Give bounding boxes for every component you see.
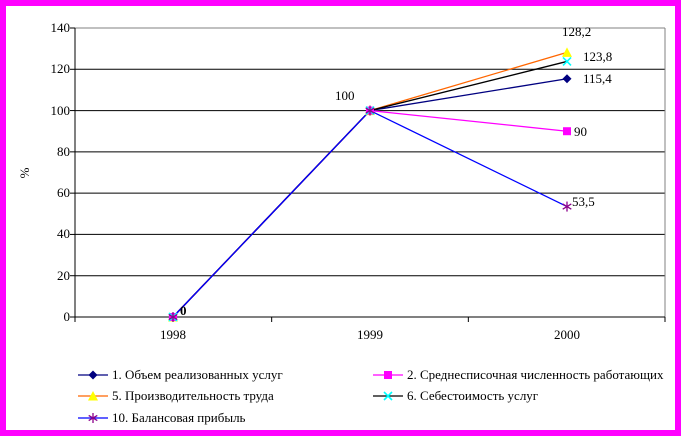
- data-label-2000-90: 90: [574, 124, 587, 139]
- x-tick-label-1999: 1999: [357, 327, 383, 342]
- legend-item-label: 6. Себестоимость услуг: [407, 388, 539, 403]
- y-tick-label-80: 80: [57, 144, 70, 159]
- legend-item-label: 10. Балансовая прибыль: [112, 410, 246, 425]
- data-label-1998-zero: 0: [180, 303, 187, 318]
- y-tick-label-0: 0: [63, 309, 71, 324]
- legend-item-1[interactable]: 1. Объем реализованных услуг: [78, 367, 283, 382]
- legend-item-2[interactable]: 2. Среднесписочная численность работающи…: [373, 367, 663, 382]
- x-tick-label-2000: 2000: [554, 327, 580, 342]
- y-tick-label-140: 140: [50, 20, 71, 35]
- data-label-2000-128-2: 128,2: [562, 24, 592, 39]
- legend-asterisk-marker-icon: [78, 412, 108, 424]
- x-tick-label-1998: 1998: [160, 327, 186, 342]
- legend-item-5[interactable]: 5. Производительность труда: [78, 388, 274, 403]
- legend-item-6[interactable]: 6. Себестоимость услуг: [373, 388, 538, 403]
- data-label-1999-100: 100: [335, 88, 355, 103]
- legend-triangle-marker-icon: [78, 390, 108, 402]
- y-tick-label-40: 40: [57, 226, 70, 241]
- data-label-2000-115-4: 115,4: [583, 71, 612, 86]
- y-tick-label-60: 60: [57, 185, 70, 200]
- data-label-2000-123-8: 123,8: [583, 49, 613, 64]
- legend-x-marker-icon: [373, 390, 403, 402]
- chart-background: [6, 6, 675, 430]
- y-tick-label-120: 120: [50, 61, 71, 76]
- y-tick-label-20: 20: [57, 268, 70, 283]
- legend-diamond-marker-icon: [78, 369, 108, 381]
- y-tick-label-100: 100: [50, 103, 71, 118]
- data-label-2000-53-5: 53,5: [572, 194, 595, 209]
- legend-item-10[interactable]: 10. Балансовая прибыль: [78, 410, 245, 425]
- legend-item-label: 2. Среднесписочная численность работающи…: [407, 367, 664, 382]
- legend-square-marker-icon: [373, 369, 403, 381]
- y-axis-title: %: [17, 167, 32, 179]
- legend-item-label: 1. Объем реализованных услуг: [112, 367, 283, 382]
- legend-item-label: 5. Производительность труда: [112, 388, 274, 403]
